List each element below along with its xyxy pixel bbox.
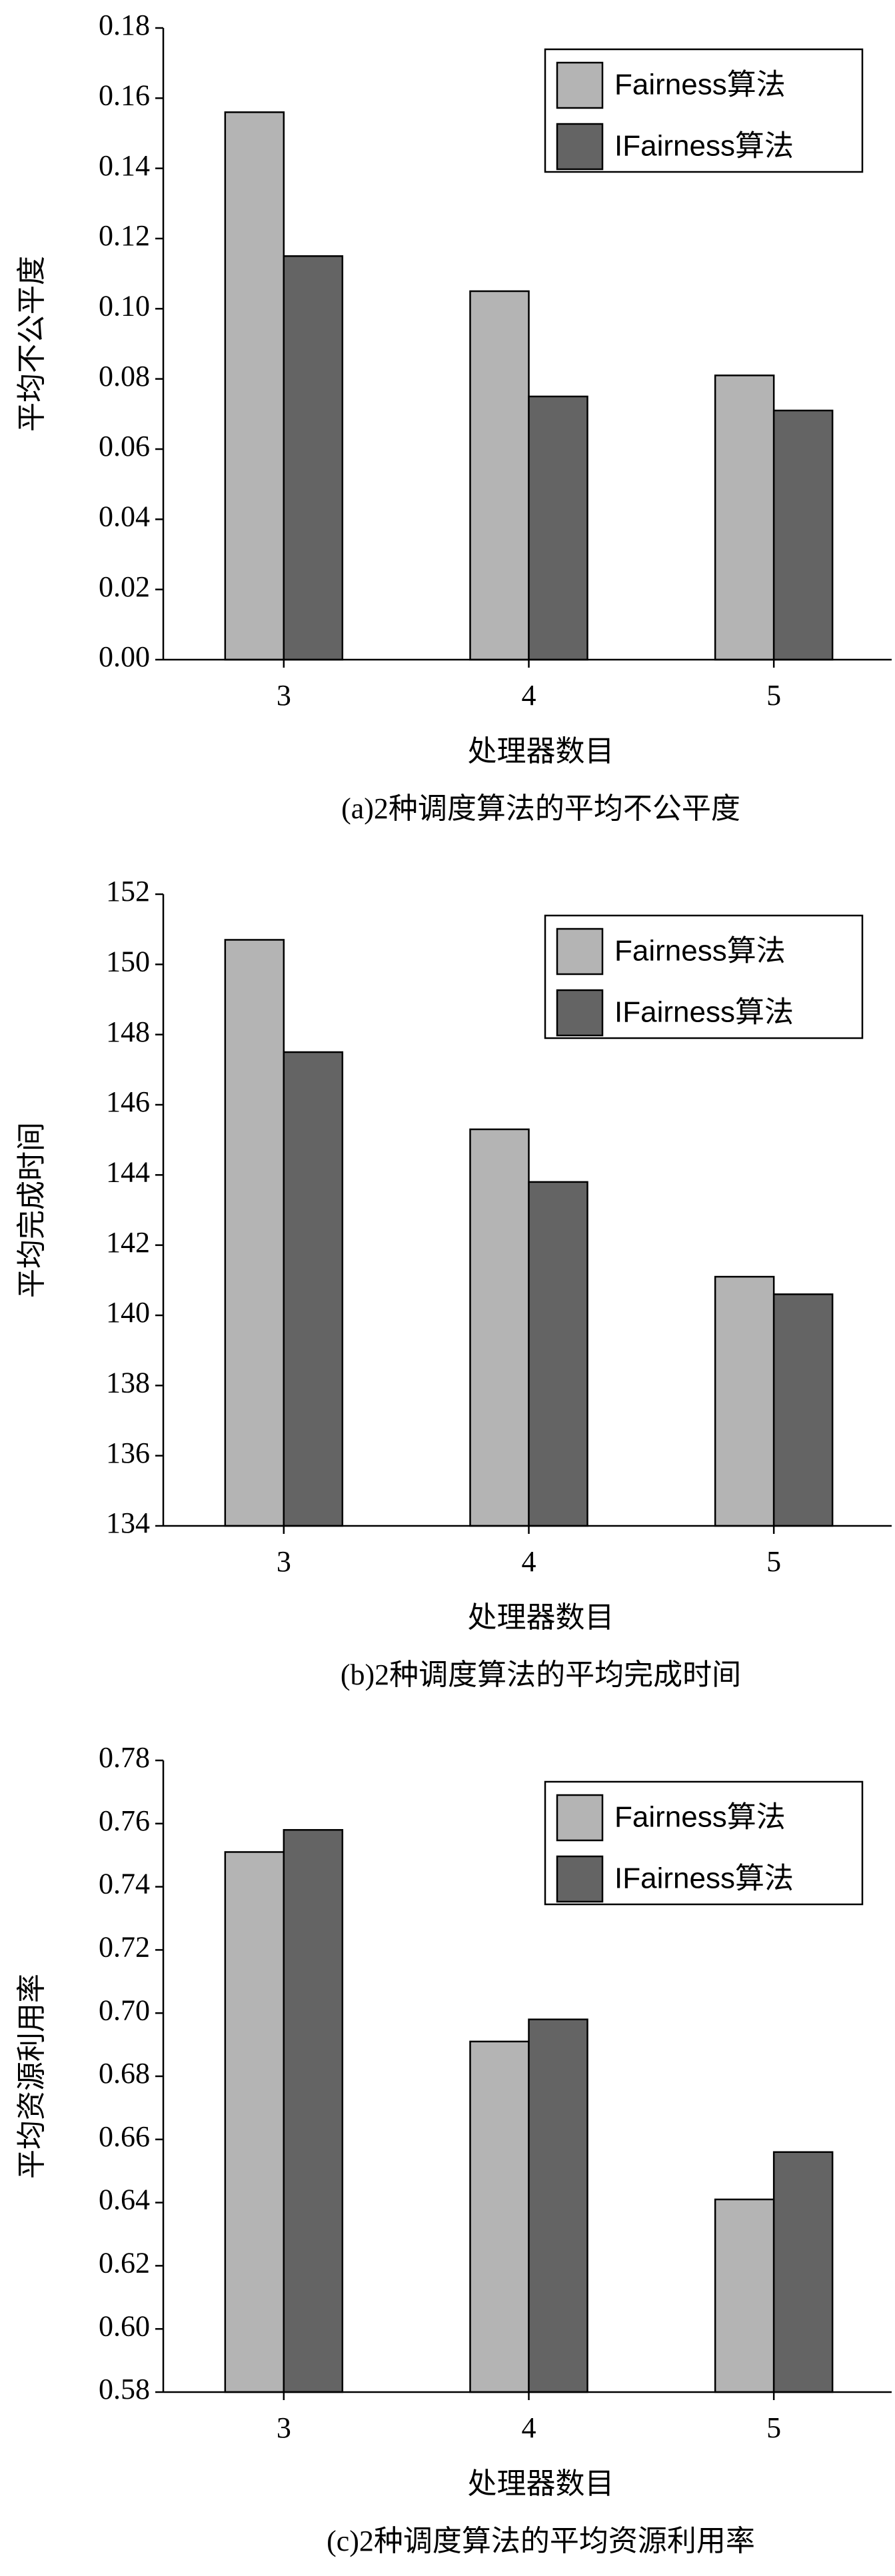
bar: [528, 2018, 588, 2393]
x-tick-label: 3: [277, 1545, 291, 1578]
legend-label: IFairness算法: [614, 996, 794, 1029]
bar: [772, 409, 834, 661]
y-tick-label: 0.00: [99, 640, 150, 673]
legend-swatch: [556, 989, 604, 1037]
y-tick-label: 0.12: [99, 219, 150, 252]
bar: [224, 111, 285, 661]
x-tick-label: 4: [522, 1545, 536, 1578]
bar: [772, 2151, 834, 2393]
legend-label: Fairness算法: [614, 69, 786, 101]
y-tick-label: 0.70: [99, 1994, 150, 2026]
bar: [469, 290, 530, 661]
legend-label: Fairness算法: [614, 935, 786, 967]
y-tick-label: 0.64: [99, 2184, 150, 2216]
y-tick-label: 0.66: [99, 2120, 150, 2153]
y-tick-label: 0.68: [99, 2057, 150, 2090]
legend-label: IFairness算法: [614, 1862, 794, 1895]
y-tick-label: 0.18: [99, 9, 150, 41]
x-axis-label: 处理器数目: [468, 2467, 614, 2500]
x-tick-label: 5: [766, 1545, 781, 1578]
bar: [224, 1851, 285, 2393]
y-tick-label: 0.62: [99, 2246, 150, 2279]
bar: [714, 2198, 775, 2393]
legend-swatch: [556, 61, 604, 109]
y-axis-label: 平均完成时间: [15, 1122, 48, 1298]
bar: [283, 1829, 344, 2393]
chart-title: (a)2种调度算法的平均不公平度: [341, 792, 740, 825]
legend-swatch: [556, 1794, 604, 1842]
y-tick-label: 0.04: [99, 500, 150, 532]
y-tick-label: 148: [106, 1015, 150, 1048]
legend-swatch: [556, 1855, 604, 1903]
y-tick-label: 0.74: [99, 1868, 150, 1900]
y-tick-label: 0.16: [99, 79, 150, 111]
y-axis-label: 平均不公平度: [15, 256, 48, 432]
bar: [714, 1275, 775, 1527]
x-axis-label: 处理器数目: [468, 1601, 614, 1634]
y-tick-label: 0.78: [99, 1741, 150, 1774]
y-tick-label: 138: [106, 1366, 150, 1399]
y-tick-label: 0.60: [99, 2309, 150, 2342]
y-tick-label: 152: [106, 875, 150, 908]
bar: [283, 255, 344, 661]
y-tick-label: 144: [106, 1155, 150, 1188]
bar: [469, 2040, 530, 2393]
y-tick-label: 146: [106, 1085, 150, 1118]
x-tick-label: 5: [766, 679, 781, 712]
legend-label: Fairness算法: [614, 1801, 786, 1834]
y-tick-label: 0.02: [99, 570, 150, 603]
y-tick-label: 134: [106, 1507, 150, 1539]
legend-swatch: [556, 123, 604, 171]
bar: [224, 939, 285, 1527]
y-tick-label: 0.10: [99, 289, 150, 322]
y-tick-label: 0.14: [99, 149, 150, 182]
y-tick-label: 0.58: [99, 2373, 150, 2405]
x-tick-label: 3: [277, 679, 291, 712]
x-tick-label: 4: [522, 2411, 536, 2444]
x-tick-label: 4: [522, 679, 536, 712]
bar: [469, 1128, 530, 1527]
y-tick-label: 142: [106, 1226, 150, 1259]
chart-title: (b)2种调度算法的平均完成时间: [341, 1658, 741, 1691]
y-tick-label: 0.08: [99, 360, 150, 392]
x-axis-label: 处理器数目: [468, 735, 614, 768]
y-tick-label: 0.72: [99, 1930, 150, 1963]
y-tick-label: 0.76: [99, 1804, 150, 1837]
legend-swatch: [556, 928, 604, 975]
y-tick-label: 0.06: [99, 430, 150, 462]
legend-label: IFairness算法: [614, 130, 794, 163]
y-tick-label: 136: [106, 1437, 150, 1469]
bar: [714, 374, 775, 661]
bar: [528, 1181, 588, 1527]
bar: [283, 1051, 344, 1527]
chart-title: (c)2种调度算法的平均资源利用率: [327, 2525, 755, 2557]
bar: [772, 1293, 834, 1527]
x-tick-label: 5: [766, 2411, 781, 2444]
y-tick-label: 150: [106, 945, 150, 977]
y-tick-label: 140: [106, 1296, 150, 1329]
bar: [528, 395, 588, 661]
x-tick-label: 3: [277, 2411, 291, 2444]
y-axis-label: 平均资源利用率: [15, 1974, 48, 2179]
